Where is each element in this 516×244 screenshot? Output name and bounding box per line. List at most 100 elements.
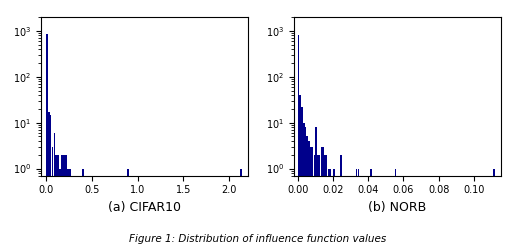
Bar bbox=[449, 176, 451, 244]
Bar bbox=[471, 176, 472, 244]
Bar bbox=[301, 107, 303, 244]
Bar bbox=[414, 176, 416, 244]
Bar bbox=[83, 169, 84, 244]
Bar bbox=[377, 176, 379, 244]
Bar bbox=[388, 176, 389, 244]
Bar bbox=[204, 176, 205, 244]
Bar bbox=[354, 176, 356, 244]
Bar bbox=[206, 176, 207, 244]
Bar bbox=[102, 176, 104, 244]
Bar bbox=[233, 176, 234, 244]
Bar bbox=[400, 176, 401, 244]
Bar bbox=[405, 176, 407, 244]
Bar bbox=[465, 176, 467, 244]
Bar bbox=[485, 176, 486, 244]
Bar bbox=[404, 176, 405, 244]
Bar bbox=[52, 147, 53, 244]
Bar bbox=[214, 176, 215, 244]
Bar bbox=[436, 176, 437, 244]
Bar bbox=[61, 155, 63, 244]
Bar bbox=[391, 176, 393, 244]
X-axis label: (b) NORB: (b) NORB bbox=[368, 201, 426, 214]
Bar bbox=[352, 176, 354, 244]
Bar bbox=[56, 155, 57, 244]
Bar bbox=[460, 176, 461, 244]
Bar bbox=[314, 155, 315, 244]
Bar bbox=[179, 176, 181, 244]
Bar bbox=[340, 155, 342, 244]
Bar bbox=[437, 176, 439, 244]
Bar bbox=[200, 176, 202, 244]
Bar bbox=[481, 176, 482, 244]
Bar bbox=[338, 176, 340, 244]
Bar bbox=[212, 176, 213, 244]
Bar bbox=[324, 155, 326, 244]
Bar bbox=[487, 176, 488, 244]
Bar bbox=[331, 176, 333, 244]
Bar bbox=[215, 176, 217, 244]
Bar bbox=[106, 176, 107, 244]
Bar bbox=[111, 176, 113, 244]
Bar bbox=[317, 155, 319, 244]
Bar bbox=[458, 176, 460, 244]
Bar bbox=[411, 176, 412, 244]
Bar bbox=[207, 176, 209, 244]
Bar bbox=[365, 176, 366, 244]
Bar bbox=[50, 115, 52, 244]
Bar bbox=[370, 169, 372, 244]
Bar bbox=[476, 176, 477, 244]
Bar bbox=[361, 176, 363, 244]
Bar bbox=[190, 176, 192, 244]
Bar bbox=[48, 112, 50, 244]
Bar bbox=[412, 176, 414, 244]
Bar bbox=[186, 176, 188, 244]
Bar bbox=[127, 169, 128, 244]
Bar bbox=[198, 176, 200, 244]
Bar bbox=[217, 176, 219, 244]
Bar bbox=[467, 176, 469, 244]
Bar bbox=[59, 169, 61, 244]
Bar bbox=[347, 176, 349, 244]
Bar bbox=[77, 176, 78, 244]
Bar bbox=[136, 176, 138, 244]
Bar bbox=[188, 176, 190, 244]
Bar bbox=[384, 176, 385, 244]
Bar bbox=[349, 176, 350, 244]
Bar bbox=[146, 176, 148, 244]
Bar bbox=[117, 176, 119, 244]
Bar bbox=[121, 176, 123, 244]
Bar bbox=[328, 169, 329, 244]
Bar bbox=[227, 176, 229, 244]
Bar bbox=[335, 176, 336, 244]
Bar bbox=[181, 176, 183, 244]
Bar bbox=[315, 127, 317, 244]
Bar bbox=[154, 176, 155, 244]
Bar bbox=[209, 176, 212, 244]
Bar bbox=[167, 176, 169, 244]
Bar bbox=[483, 176, 485, 244]
Bar bbox=[240, 169, 242, 244]
Bar bbox=[162, 176, 163, 244]
Bar bbox=[231, 176, 233, 244]
Bar bbox=[451, 176, 453, 244]
Bar bbox=[359, 176, 361, 244]
Bar bbox=[299, 95, 301, 244]
Bar bbox=[472, 176, 474, 244]
Bar bbox=[492, 176, 493, 244]
Bar bbox=[455, 176, 456, 244]
Bar bbox=[67, 169, 69, 244]
Bar bbox=[421, 176, 423, 244]
Bar bbox=[177, 176, 179, 244]
Bar bbox=[358, 169, 359, 244]
Bar bbox=[447, 176, 449, 244]
Bar bbox=[490, 176, 492, 244]
Bar bbox=[192, 176, 194, 244]
Bar bbox=[439, 176, 440, 244]
Bar bbox=[119, 176, 121, 244]
Bar bbox=[344, 176, 345, 244]
Bar bbox=[368, 176, 370, 244]
Bar bbox=[382, 176, 384, 244]
Bar bbox=[375, 176, 377, 244]
Bar bbox=[140, 176, 142, 244]
Bar bbox=[441, 176, 442, 244]
